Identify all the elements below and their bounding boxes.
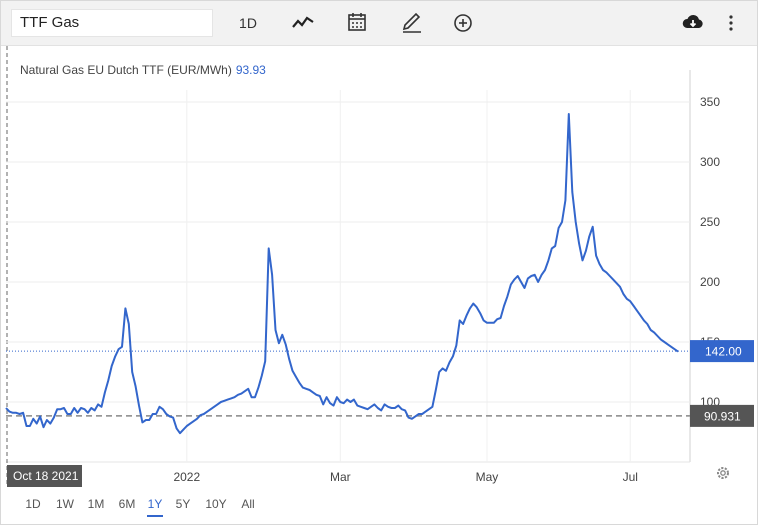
crosshair-date-label: Oct 18 2021 [13,469,79,483]
plus-circle-icon[interactable] [452,10,474,36]
legend-series-value: 93.93 [235,63,266,77]
x-tick-label: 2022 [173,470,200,484]
interval-button[interactable]: 1D [239,15,257,31]
more-vertical-icon[interactable] [725,10,737,36]
range-button-all[interactable]: All [241,497,255,511]
chart-legend: Natural Gas EU Dutch TTF (EUR/MWh) 93.93 [20,63,266,77]
y-tick-label: 300 [700,155,720,169]
x-tick-label: Jul [623,470,638,484]
pencil-icon[interactable] [400,10,424,36]
reference-tag-label: 90.931 [704,409,741,423]
legend-series-name: Natural Gas EU Dutch TTF (EUR/MWh) [20,63,232,77]
range-button-1m[interactable]: 1M [87,497,105,511]
range-selector: 1D 1W 1M 6M 1Y 5Y 10Y All [0,487,758,523]
y-tick-label: 200 [700,275,720,289]
range-button-5y[interactable]: 5Y [175,497,191,511]
range-button-1w[interactable]: 1W [56,497,74,511]
range-button-1y[interactable]: 1Y [147,493,163,517]
download-cloud-icon[interactable] [681,10,705,36]
line-chart-icon[interactable] [291,10,317,36]
x-tick-label: Mar [330,470,351,484]
reference-tag [690,404,754,427]
crosshair-date-tag [7,465,82,487]
settings-gear-icon[interactable] [715,465,731,481]
x-tick-label: May [476,470,499,484]
symbol-search-input[interactable]: TTF Gas [11,9,213,37]
range-button-6m[interactable]: 6M [118,497,136,511]
y-tick-label: 250 [700,215,720,229]
last-price-tag [690,340,754,363]
last-price-tag-label: 142.00 [705,345,742,359]
range-button-1d[interactable]: 1D [25,497,41,511]
calendar-icon[interactable] [347,10,369,36]
series-line-ttf[interactable] [5,113,679,435]
y-tick-label: 350 [700,95,720,109]
chart-toolbar: TTF Gas 1D [1,1,757,46]
price-chart[interactable]: 1001502002503003502022MarMayJulSep142.00… [0,0,758,487]
range-button-10y[interactable]: 10Y [205,497,227,511]
